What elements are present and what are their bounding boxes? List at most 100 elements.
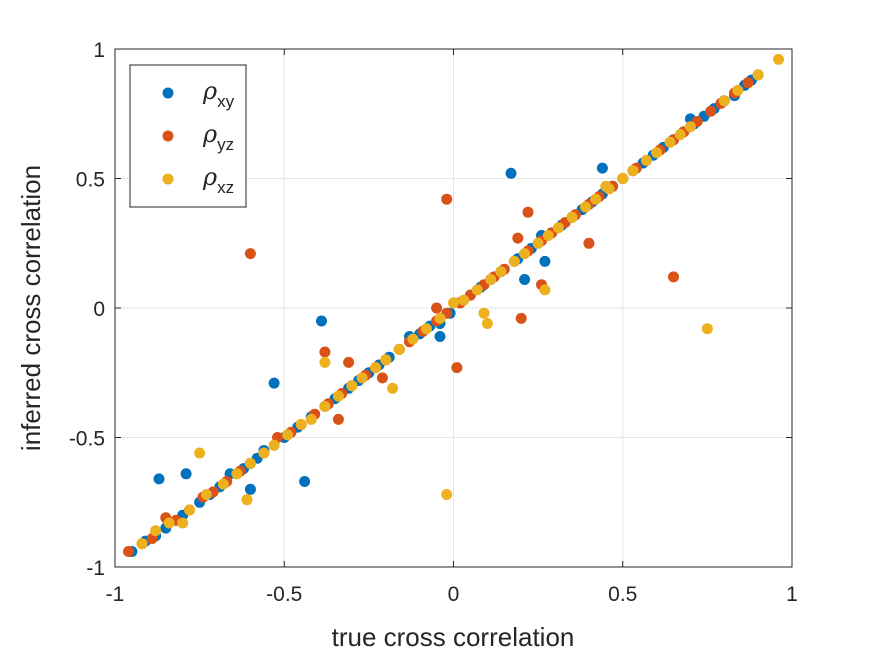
data-point-xz bbox=[258, 447, 270, 459]
data-point-xy bbox=[539, 255, 551, 267]
data-point-xz bbox=[282, 429, 294, 441]
data-point-xz bbox=[194, 447, 206, 459]
axis-ticks bbox=[114, 48, 793, 568]
legend-label: ρxy bbox=[202, 77, 235, 111]
data-point-xy bbox=[180, 468, 192, 480]
data-point-xz bbox=[519, 248, 531, 260]
data-point-xy bbox=[244, 483, 256, 495]
data-point-yz bbox=[705, 105, 717, 117]
data-point-xz bbox=[458, 294, 470, 306]
data-point-yz bbox=[343, 356, 355, 368]
data-point-xz bbox=[163, 517, 175, 529]
data-point-yz bbox=[742, 77, 754, 89]
series-xz bbox=[136, 53, 784, 550]
data-point-xz bbox=[370, 362, 382, 374]
data-point-xz bbox=[407, 333, 419, 345]
data-point-xz bbox=[481, 318, 493, 329]
data-point-xz bbox=[532, 237, 544, 249]
x-tick-label: 0.5 bbox=[608, 583, 637, 606]
data-point-xz bbox=[552, 222, 564, 234]
data-point-xz bbox=[718, 95, 730, 107]
legend-symbol: ρ bbox=[202, 77, 217, 105]
data-point-xy bbox=[505, 167, 517, 179]
data-point-yz bbox=[431, 302, 443, 314]
data-point-yz bbox=[441, 193, 453, 205]
data-point-xz bbox=[305, 413, 317, 425]
data-point-xy bbox=[519, 274, 531, 285]
legend-marker bbox=[162, 87, 174, 99]
data-point-yz bbox=[123, 546, 134, 557]
data-point-xz bbox=[566, 211, 578, 223]
x-tick-label: 1 bbox=[786, 583, 798, 606]
data-point-yz bbox=[244, 248, 256, 260]
data-point-yz bbox=[332, 413, 344, 425]
data-point-xz bbox=[136, 538, 148, 550]
data-point-xz bbox=[701, 323, 713, 335]
data-point-yz bbox=[512, 232, 524, 244]
data-point-xz bbox=[332, 390, 344, 402]
data-point-xz bbox=[319, 356, 331, 368]
data-point-yz bbox=[319, 346, 331, 358]
legend-subscript: xy bbox=[217, 92, 235, 111]
legend-marker bbox=[162, 130, 174, 142]
y-tick-label: 0.5 bbox=[76, 169, 105, 192]
legend-item-xz: ρxz bbox=[162, 163, 234, 197]
data-point-xz bbox=[150, 525, 162, 537]
y-tick-label: 1 bbox=[93, 39, 105, 62]
y-tick-label: -0.5 bbox=[69, 428, 105, 451]
data-point-xz bbox=[773, 53, 784, 65]
data-point-yz bbox=[376, 372, 388, 384]
data-point-xz bbox=[752, 69, 764, 81]
data-point-xy bbox=[268, 377, 280, 389]
x-tick-label: -1 bbox=[106, 583, 125, 606]
data-point-xz bbox=[471, 284, 483, 296]
legend-label: ρyz bbox=[202, 120, 234, 154]
legend-symbol: ρ bbox=[202, 163, 217, 191]
data-point-xz bbox=[539, 284, 551, 296]
x-tick-label: 0 bbox=[448, 583, 460, 606]
data-point-xz bbox=[542, 230, 554, 241]
x-tick-label: -0.5 bbox=[266, 583, 302, 606]
data-point-xz bbox=[640, 154, 652, 166]
y-tick-label: 0 bbox=[93, 298, 105, 321]
data-point-xz bbox=[295, 419, 307, 430]
data-point-xy bbox=[596, 162, 608, 174]
data-point-xz bbox=[603, 183, 615, 195]
legend-subscript: yz bbox=[217, 135, 234, 154]
data-point-xz bbox=[664, 136, 676, 148]
data-point-xz bbox=[244, 457, 256, 469]
data-point-xz bbox=[495, 266, 507, 278]
data-point-xz bbox=[241, 494, 253, 506]
data-point-xz bbox=[627, 165, 639, 177]
data-point-xy bbox=[153, 473, 165, 485]
legend-subscript: xz bbox=[217, 178, 234, 197]
data-point-xz bbox=[478, 307, 490, 319]
data-point-xz bbox=[346, 380, 358, 392]
legend-box bbox=[129, 64, 247, 208]
data-point-xy bbox=[299, 476, 311, 487]
data-point-xz bbox=[184, 504, 195, 516]
data-point-xz bbox=[651, 147, 663, 159]
data-point-xz bbox=[448, 297, 459, 309]
data-point-xz bbox=[177, 517, 189, 529]
data-point-xz bbox=[380, 354, 392, 366]
data-point-xz bbox=[441, 489, 453, 500]
data-point-xz bbox=[200, 489, 212, 500]
data-points bbox=[123, 53, 784, 557]
legend-symbol: ρ bbox=[202, 120, 217, 148]
legend-marker bbox=[162, 173, 174, 185]
legend-item-xy: ρxy bbox=[162, 77, 235, 111]
data-point-xz bbox=[590, 193, 602, 205]
legend-item-yz: ρyz bbox=[162, 120, 234, 154]
data-point-xz bbox=[268, 439, 280, 451]
data-point-yz bbox=[515, 312, 527, 324]
data-point-xz bbox=[231, 468, 243, 480]
data-point-xz bbox=[319, 400, 331, 412]
data-point-xz bbox=[684, 121, 696, 133]
data-point-xz bbox=[434, 312, 446, 324]
data-point-yz bbox=[668, 271, 679, 283]
data-point-xz bbox=[732, 84, 744, 96]
data-point-xz bbox=[356, 372, 368, 384]
